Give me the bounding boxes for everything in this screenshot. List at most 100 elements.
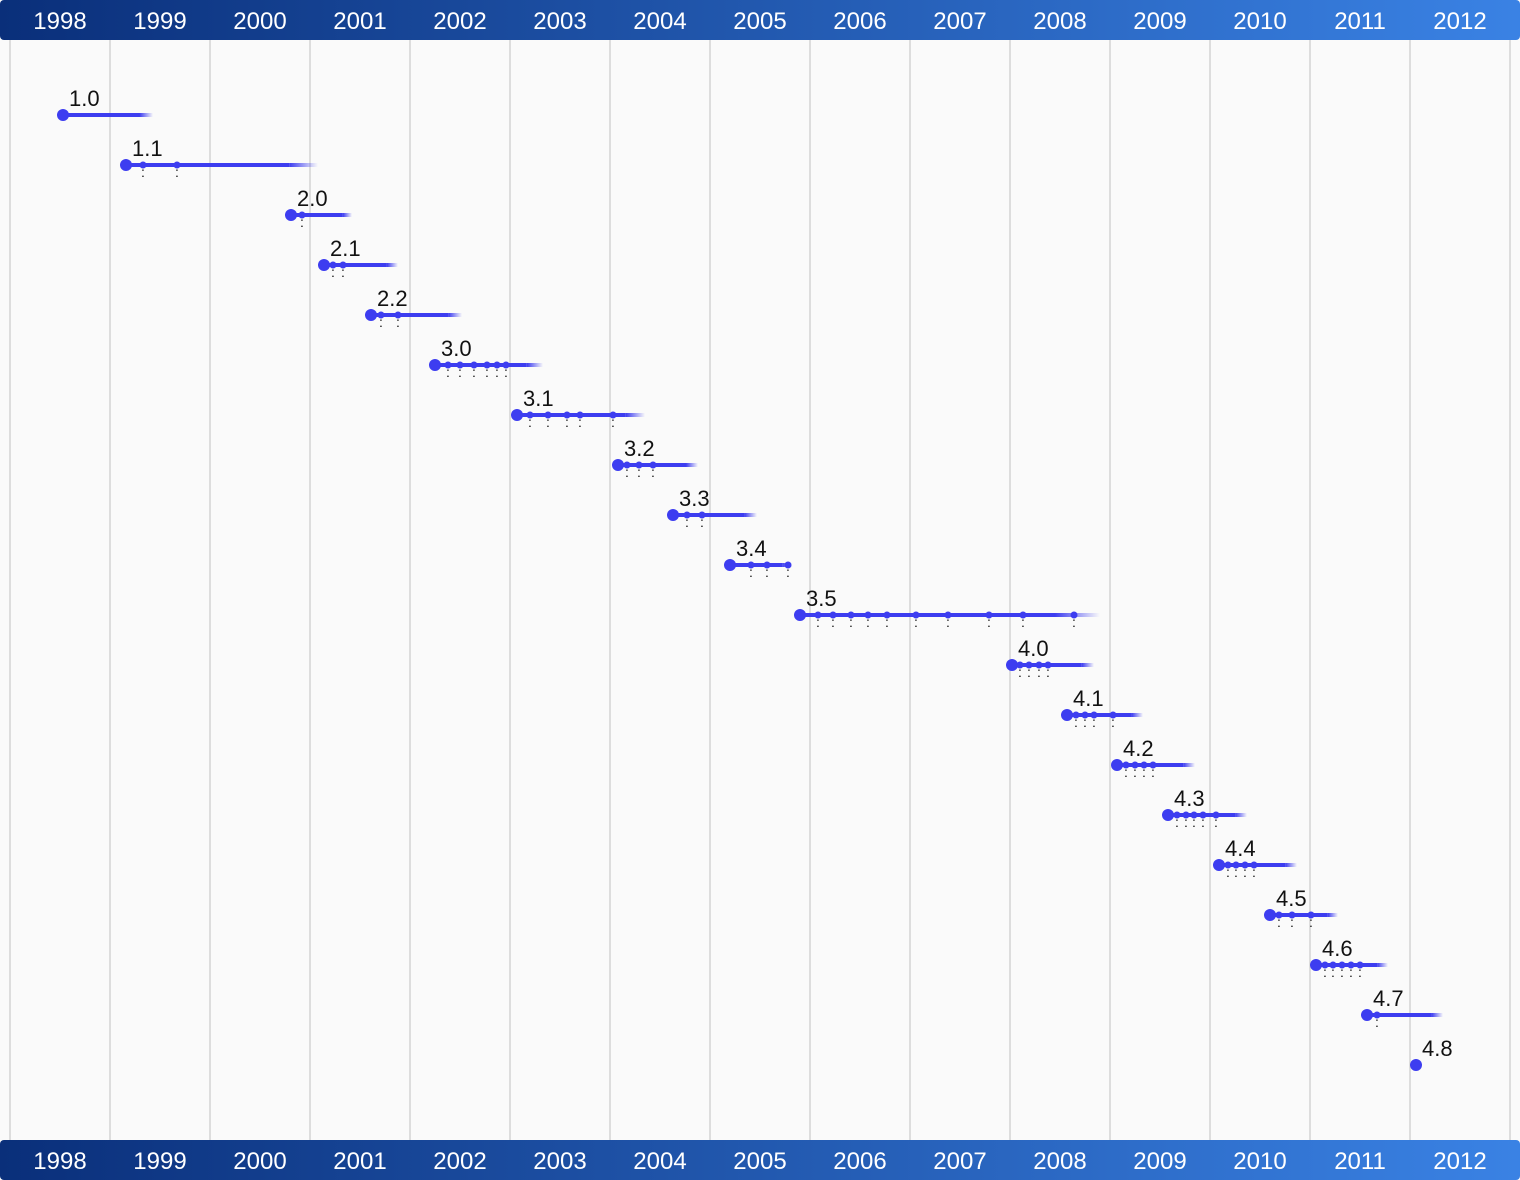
year-label-top: 2010	[1233, 8, 1286, 35]
maintenance-release-mark: :	[885, 614, 889, 630]
release-line-fade	[1081, 663, 1094, 667]
maintenance-release-dot	[470, 361, 478, 369]
maintenance-release-mark: :	[1037, 664, 1041, 680]
maintenance-release-mark: :	[1309, 914, 1313, 930]
release-label: 3.4	[736, 536, 767, 561]
release-4-6: :::::4.6	[1310, 936, 1388, 980]
maintenance-release-dot	[1173, 811, 1181, 819]
release-line-fade	[1235, 813, 1247, 817]
release-line-fade	[1327, 913, 1338, 917]
release-start-dot	[1061, 709, 1073, 721]
year-label-top: 2004	[633, 8, 686, 35]
maintenance-release-mark: :	[379, 314, 383, 330]
year-label-bottom: 2002	[433, 1148, 486, 1175]
release-line-fade	[1285, 863, 1297, 867]
maintenance-release-dot	[526, 411, 534, 419]
maintenance-release-dot	[139, 161, 147, 169]
maintenance-release-mark: :	[816, 614, 820, 630]
maintenance-release-mark: :	[446, 364, 450, 380]
year-label-bottom: 2008	[1033, 1148, 1086, 1175]
maintenance-release-dot	[1288, 911, 1296, 919]
maintenance-release-mark: :	[685, 514, 689, 530]
year-label-bottom: 2011	[1334, 1148, 1386, 1175]
release-label: 4.4	[1225, 836, 1256, 861]
maintenance-release-mark: :	[987, 614, 991, 630]
maintenance-release-mark: :	[331, 264, 335, 280]
maintenance-release-dot	[1347, 961, 1355, 969]
maintenance-release-mark: :	[1072, 614, 1076, 630]
maintenance-release-dot	[847, 611, 855, 619]
release-start-dot	[1213, 859, 1225, 871]
maintenance-release-dot	[747, 561, 755, 569]
release-line-fade	[386, 263, 398, 267]
maintenance-release-dot	[635, 461, 643, 469]
maintenance-release-mark: :	[1358, 964, 1362, 980]
release-4-2: :::: 4.2	[1111, 736, 1195, 780]
release-start-dot	[120, 159, 132, 171]
maintenance-release-mark: :	[866, 614, 870, 630]
maintenance-release-mark: :	[1340, 964, 1344, 980]
release-4-5: :::4.5	[1264, 886, 1338, 930]
maintenance-release-mark: :	[849, 614, 853, 630]
maintenance-release-mark: :	[175, 164, 179, 180]
release-line-fade	[625, 413, 645, 417]
maintenance-release-mark: :	[528, 414, 532, 430]
maintenance-release-mark: :	[141, 164, 145, 180]
maintenance-release-dot	[576, 411, 584, 419]
maintenance-release-dot	[912, 611, 920, 619]
maintenance-release-dot	[944, 611, 952, 619]
release-line-fade	[139, 113, 153, 117]
maintenance-release-mark: :	[472, 364, 476, 380]
maintenance-release-dot	[1182, 811, 1190, 819]
maintenance-release-mark: :	[300, 214, 304, 230]
year-label-top: 2003	[533, 8, 586, 35]
release-line-fade	[744, 513, 757, 517]
maintenance-release-dot	[1329, 961, 1337, 969]
maintenance-release-dot	[1072, 711, 1080, 719]
maintenance-release-mark: :	[1290, 914, 1294, 930]
maintenance-release-dot	[1373, 1011, 1381, 1019]
year-label-top: 2011	[1334, 8, 1386, 35]
release-label: 3.3	[679, 486, 710, 511]
release-start-dot	[511, 409, 523, 421]
release-start-dot	[794, 609, 806, 621]
release-2-2: :: 2.2	[365, 286, 462, 330]
maintenance-release-mark: :	[1046, 664, 1050, 680]
maintenance-release-mark: :	[458, 364, 462, 380]
maintenance-release-dot	[1016, 661, 1024, 669]
year-header-bottom: 1998 1999 2000 2001 2002 2003 2004 2005 2006 2007…	[0, 1140, 1520, 1180]
release-4-8: 4.8	[1410, 1036, 1453, 1071]
release-3-1: :::::3.1	[511, 386, 645, 430]
maintenance-release-mark: :	[1184, 814, 1188, 830]
release-start-dot	[724, 559, 736, 571]
maintenance-release-dot	[456, 361, 464, 369]
release-line-fade	[1131, 713, 1143, 717]
release-label: 3.0	[441, 336, 472, 361]
year-label-bottom: 2012	[1433, 1148, 1486, 1175]
year-header-bar	[0, 1140, 1520, 1180]
maintenance-release-mark: :	[1243, 864, 1247, 880]
year-label-bottom: 2000	[233, 1148, 286, 1175]
maintenance-release-dot	[173, 161, 181, 169]
maintenance-release-dot	[1081, 711, 1089, 719]
year-label-top: 2012	[1433, 8, 1486, 35]
maintenance-release-dot	[1122, 761, 1130, 769]
release-start-dot	[318, 259, 330, 271]
maintenance-release-mark: :	[578, 414, 582, 430]
release-start-dot	[57, 109, 69, 121]
maintenance-release-mark: :	[1175, 814, 1179, 830]
release-label: 3.2	[624, 436, 655, 461]
maintenance-release-dot	[814, 611, 822, 619]
maintenance-release-dot	[1025, 661, 1033, 669]
year-label-bottom: 2006	[833, 1148, 886, 1175]
maintenance-release-dot	[1109, 711, 1117, 719]
release-label: 2.1	[330, 236, 361, 261]
release-label: 1.0	[69, 86, 100, 111]
maintenance-release-mark: :	[914, 614, 918, 630]
release-4-3: :::::4.3	[1162, 786, 1247, 830]
maintenance-release-mark: :	[1074, 714, 1078, 730]
maintenance-release-dot	[1090, 711, 1098, 719]
maintenance-release-dot	[483, 361, 491, 369]
maintenance-release-dot	[1241, 861, 1249, 869]
year-label-bottom: 2004	[633, 1148, 686, 1175]
